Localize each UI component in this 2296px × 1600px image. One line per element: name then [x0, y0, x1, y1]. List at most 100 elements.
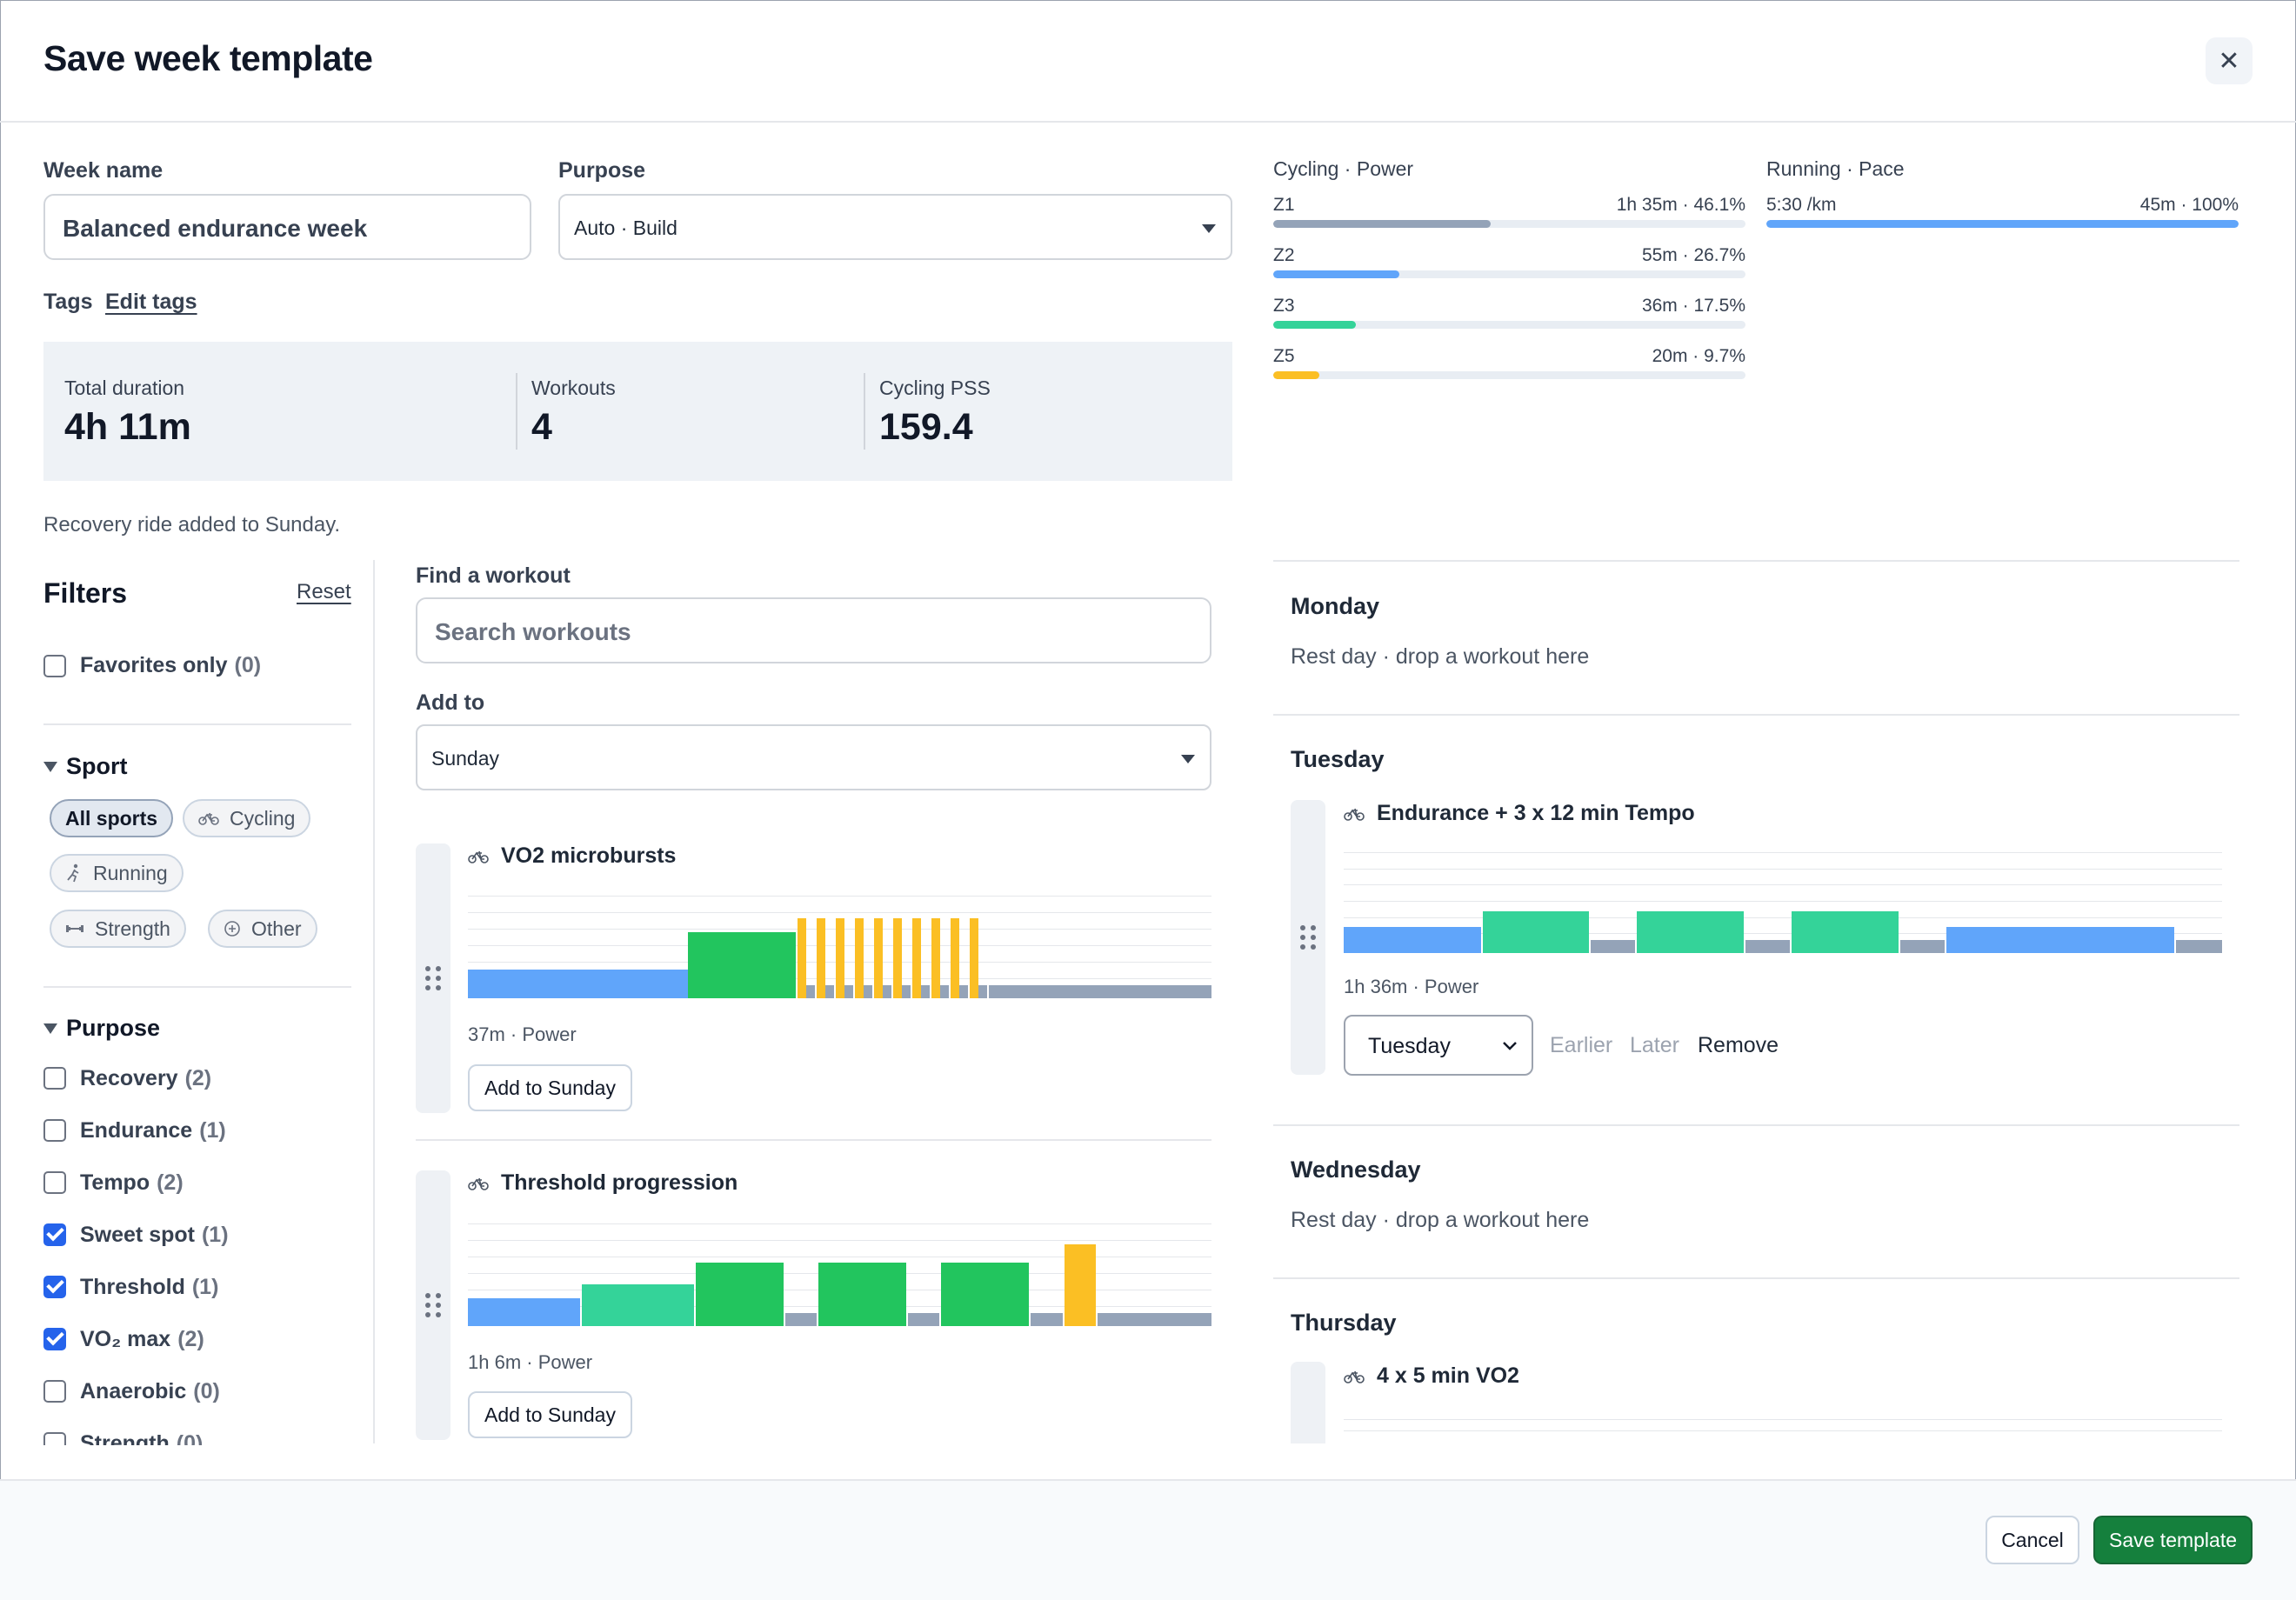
purpose-checkbox[interactable] [43, 1171, 66, 1194]
zone-row-z1: Z1 1h 35m · 46.1% [1273, 195, 1745, 228]
cancel-button[interactable]: Cancel [1986, 1516, 2079, 1564]
day-monday-title: Monday [1291, 593, 1380, 619]
interval-bar [958, 984, 968, 998]
workout-meta: 1h 6m · Power [468, 1351, 593, 1373]
add-to-select[interactable]: Sunday [416, 724, 1211, 790]
sport-chip-running[interactable]: Running [50, 854, 184, 892]
purpose-option-count: (1) [201, 1222, 229, 1247]
workout-profile-chart [1344, 852, 2222, 953]
purpose-checkbox[interactable] [43, 1067, 66, 1090]
divider [373, 560, 375, 1443]
add-workout-button[interactable]: Add to Sunday [468, 1391, 632, 1438]
interval-bar [468, 969, 688, 998]
drag-handle-icon [425, 966, 441, 990]
zone-label: Z1 [1273, 195, 1295, 215]
purpose-checkbox[interactable] [43, 1223, 66, 1246]
zone-bar-fill [1273, 321, 1357, 329]
purpose-value: Auto · Build [574, 217, 677, 239]
purpose-filter-option[interactable]: Sweet spot (1) [43, 1209, 357, 1261]
interval-bar [582, 1283, 695, 1326]
bike-icon [198, 812, 219, 825]
purpose-section-toggle[interactable]: Purpose [43, 1015, 160, 1042]
chart-gridline [1344, 901, 2222, 902]
divider [864, 373, 865, 450]
purpose-filter-option[interactable]: Strength (0) [43, 1417, 357, 1445]
chip-label: All sports [65, 806, 158, 830]
move-later-button[interactable]: Later [1630, 1033, 1679, 1057]
zone-bar [1273, 220, 1745, 228]
interval-bar [912, 917, 921, 998]
dialog-title: Save week template [43, 38, 373, 78]
zone-label: 5:30 /km [1766, 195, 1837, 215]
interval-bar [863, 984, 873, 998]
purpose-checkbox[interactable] [43, 1119, 66, 1142]
purpose-filter-list: Recovery (2) Endurance (1) Tempo (2) Sweet spo… [43, 1052, 357, 1445]
drag-handle[interactable] [1291, 1362, 1325, 1443]
purpose-checkbox[interactable] [43, 1380, 66, 1403]
interval-bar [1031, 1312, 1063, 1326]
remove-workout-button[interactable]: Remove [1698, 1033, 1779, 1057]
day-wednesday-title: Wednesday [1291, 1157, 1421, 1183]
zone-value: 45m · 100% [2139, 195, 2239, 215]
dialog-header [0, 0, 2296, 123]
workout-card-header: VO2 microbursts [468, 843, 676, 869]
purpose-filter-option[interactable]: Endurance (1) [43, 1104, 357, 1157]
chart-gridline [1344, 869, 2222, 870]
purpose-filter-option[interactable]: Anaerobic (0) [43, 1365, 357, 1417]
interval-bar [468, 1298, 581, 1326]
sport-chip-all[interactable]: All sports [50, 799, 174, 837]
favorites-filter[interactable]: Favorites only (0) [43, 653, 261, 678]
interval-bar [806, 984, 816, 998]
pss-value: 159.4 [879, 406, 973, 448]
caret-down-icon [43, 1023, 57, 1034]
zone-row-z5: Z5 20m · 9.7% [1273, 346, 1745, 379]
chart-gridline [1344, 884, 2222, 885]
week-name-input[interactable]: Balanced endurance week [43, 194, 531, 260]
interval-bar [893, 917, 902, 998]
rest-day-dropzone[interactable]: Rest day · drop a workout here [1291, 1208, 1590, 1232]
chart-gridline [1344, 917, 2222, 918]
purpose-filter-option[interactable]: Recovery (2) [43, 1052, 357, 1104]
add-workout-button[interactable]: Add to Sunday [468, 1064, 632, 1111]
divider [1273, 1124, 2239, 1126]
workout-card-header: Endurance + 3 x 12 min Tempo [1344, 801, 1695, 826]
sport-chip-strength[interactable]: Strength [50, 910, 186, 948]
interval-bar [1097, 1312, 1211, 1326]
interval-bar [817, 917, 825, 998]
edit-tags-link[interactable]: Edit tags [105, 290, 197, 314]
drag-handle[interactable] [416, 843, 451, 1113]
workout-card-header: 4 x 5 min VO2 [1344, 1363, 1519, 1389]
running-zones-title: Running · Pace [1766, 157, 1905, 180]
favorites-checkbox[interactable] [43, 654, 66, 677]
search-input[interactable]: Search workouts [416, 597, 1211, 663]
purpose-select[interactable]: Auto · Build [558, 194, 1232, 260]
interval-bar [939, 984, 949, 998]
zone-bar-fill [1766, 220, 2239, 228]
purpose-filter-option[interactable]: VO₂ max (2) [43, 1313, 357, 1365]
purpose-checkbox[interactable] [43, 1328, 66, 1350]
purpose-checkbox[interactable] [43, 1432, 66, 1445]
rest-day-dropzone[interactable]: Rest day · drop a workout here [1291, 644, 1590, 669]
purpose-option-label: VO₂ max [80, 1326, 171, 1351]
chip-label: Other [251, 917, 302, 940]
drag-handle[interactable] [1291, 800, 1325, 1075]
interval-bar [825, 984, 835, 998]
interval-bar [1064, 1243, 1096, 1326]
purpose-filter-option[interactable]: Threshold (1) [43, 1261, 357, 1313]
zone-label: Z2 [1273, 245, 1295, 265]
reset-filters-link[interactable]: Reset [297, 580, 351, 603]
cycling-zones-title: Cycling · Power [1273, 157, 1414, 180]
sport-section-toggle[interactable]: Sport [43, 753, 128, 780]
drag-handle[interactable] [416, 1170, 451, 1440]
move-day-select[interactable]: Tuesday [1344, 1015, 1533, 1076]
sport-chip-cycling[interactable]: Cycling [183, 799, 311, 837]
sport-chip-other[interactable]: Other [208, 910, 317, 948]
interval-bar [855, 917, 864, 998]
workout-title: 4 x 5 min VO2 [1377, 1363, 1519, 1388]
purpose-checkbox[interactable] [43, 1276, 66, 1298]
week-name-value: Balanced endurance week [63, 215, 368, 242]
purpose-filter-option[interactable]: Tempo (2) [43, 1157, 357, 1209]
move-earlier-button[interactable]: Earlier [1550, 1033, 1613, 1057]
save-template-button[interactable]: Save template [2093, 1516, 2253, 1564]
close-button[interactable]: ✕ [2206, 37, 2253, 84]
